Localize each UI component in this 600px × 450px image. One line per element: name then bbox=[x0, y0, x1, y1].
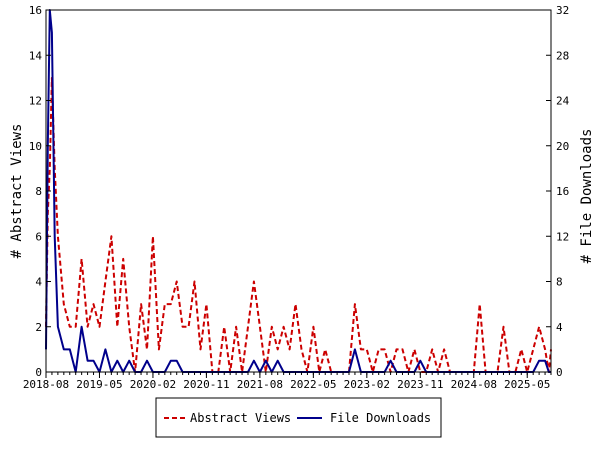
y-tick-label: 8 bbox=[35, 185, 42, 198]
x-tick-label: 2018-08 bbox=[23, 378, 69, 391]
y-axis-right: 0 4 8 12 16 20 24 28 32 bbox=[546, 4, 570, 379]
y2-axis-title: # File Downloads bbox=[579, 129, 595, 264]
chart-marks bbox=[45, 9, 552, 373]
x-tick-label: 2021-08 bbox=[237, 378, 283, 391]
y2-tick-label: 28 bbox=[556, 49, 569, 62]
x-tick-label: 2020-02 bbox=[130, 378, 176, 391]
y-tick-label: 14 bbox=[29, 49, 43, 62]
x-tick-label: 2022-05 bbox=[290, 378, 336, 391]
x-tick-label: 2025-05 bbox=[504, 378, 550, 391]
series-line-file-downloads bbox=[45, 9, 551, 373]
y2-tick-label: 32 bbox=[556, 4, 569, 17]
y2-tick-label: 0 bbox=[556, 366, 563, 379]
x-tick-label: 2020-11 bbox=[183, 378, 229, 391]
y-tick-label: 10 bbox=[29, 140, 42, 153]
y2-tick-label: 24 bbox=[556, 95, 570, 108]
y-axis-left: 0 2 4 6 8 10 12 14 16 bbox=[29, 4, 51, 379]
x-tick-label: 2019-05 bbox=[76, 378, 122, 391]
x-tick-label: 2024-08 bbox=[451, 378, 497, 391]
y-tick-label: 0 bbox=[35, 366, 42, 379]
y-tick-label: 6 bbox=[35, 230, 42, 243]
y2-tick-label: 20 bbox=[556, 140, 569, 153]
legend-label-abstract-views: Abstract Views bbox=[190, 411, 291, 425]
x-tick-label: 2023-02 bbox=[344, 378, 390, 391]
plot-frame bbox=[45, 9, 552, 373]
x-axis: 2018-08 2019-05 2020-02 2020-11 2021-08 2022-… bbox=[23, 372, 552, 391]
legend-label-file-downloads: File Downloads bbox=[330, 411, 431, 425]
y-tick-label: 2 bbox=[35, 321, 42, 334]
y2-tick-label: 4 bbox=[556, 321, 563, 334]
y2-tick-label: 8 bbox=[556, 276, 563, 289]
y-tick-label: 4 bbox=[35, 276, 42, 289]
y2-tick-label: 16 bbox=[556, 185, 569, 198]
y-tick-label: 16 bbox=[29, 4, 42, 17]
series-line-abstract-views bbox=[45, 76, 552, 373]
legend: Abstract Views File Downloads bbox=[155, 397, 442, 438]
y2-tick-label: 12 bbox=[556, 230, 569, 243]
y-axis-title: # Abstract Views bbox=[9, 124, 25, 259]
y-tick-label: 12 bbox=[29, 95, 42, 108]
x-tick-label: 2023-11 bbox=[397, 378, 443, 391]
